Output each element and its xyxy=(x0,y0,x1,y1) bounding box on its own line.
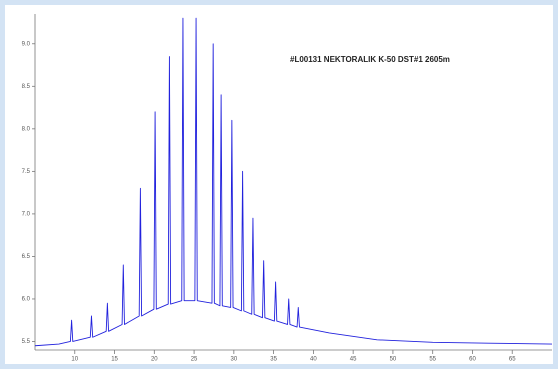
y-tick-label: 7.5 xyxy=(22,169,31,175)
trace xyxy=(34,17,553,347)
y-tick-label: 9.0 xyxy=(22,41,31,47)
x-tick-label: 60 xyxy=(469,357,476,363)
y-tick-label: 5.5 xyxy=(22,339,31,345)
annotation: #L00131 NEKTORALIK K-50 DST#1 2605m xyxy=(290,55,450,64)
x-tick-label: 55 xyxy=(429,357,436,363)
x-tick-label: 10 xyxy=(71,357,78,363)
y-tick-label: 6.0 xyxy=(22,297,31,303)
x-tick-label: 30 xyxy=(231,357,238,363)
x-tick-label: 65 xyxy=(509,357,516,363)
x-tick-label: 20 xyxy=(151,357,158,363)
y-tick-label: 8.0 xyxy=(22,126,31,132)
y-tick-label: 8.5 xyxy=(22,84,31,90)
x-tick-label: 50 xyxy=(390,357,397,363)
y-tick-label: 7.0 xyxy=(22,211,31,217)
y-tick-label: 6.5 xyxy=(22,254,31,260)
x-tick-label: 15 xyxy=(111,357,118,363)
x-tick-label: 25 xyxy=(191,357,198,363)
plot-background xyxy=(5,5,553,364)
x-tick-label: 40 xyxy=(310,357,317,363)
x-tick-label: 35 xyxy=(270,357,277,363)
x-tick-label: 45 xyxy=(350,357,357,363)
